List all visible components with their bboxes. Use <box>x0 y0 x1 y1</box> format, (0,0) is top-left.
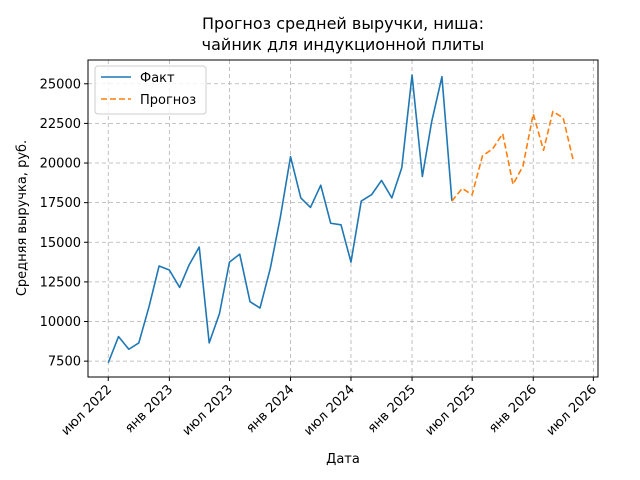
legend: Факт Прогноз <box>94 65 207 115</box>
y-axis-label: Средняя выручка, руб. <box>15 140 30 296</box>
plot-frame <box>87 59 599 378</box>
chart-title-line-1: Прогноз средней выручки, ниша: <box>202 14 484 33</box>
y-tick-label: 12500 <box>40 275 81 290</box>
legend-label-forecast: Прогноз <box>140 93 196 108</box>
y-tick-label: 25000 <box>40 77 81 92</box>
legend-label-fact: Факт <box>140 71 175 86</box>
y-tick-label: 22500 <box>40 117 81 132</box>
y-tick-label: 15000 <box>40 236 81 251</box>
series-line-fact <box>107 74 453 364</box>
y-axis-ticks: 7500 10000 12500 15000 17500 20000 22500 25000 <box>40 77 88 370</box>
legend-box <box>94 65 207 115</box>
series-layer <box>107 74 574 364</box>
series-line-forecast <box>451 110 574 202</box>
y-tick-label: 7500 <box>48 355 81 370</box>
chart-title-line-2: чайник для индукционной плиты <box>202 35 485 54</box>
y-tick-label: 20000 <box>40 157 81 172</box>
y-tick-label: 10000 <box>40 315 81 330</box>
x-axis-label: Дата <box>326 452 360 467</box>
y-tick-label: 17500 <box>40 196 81 211</box>
